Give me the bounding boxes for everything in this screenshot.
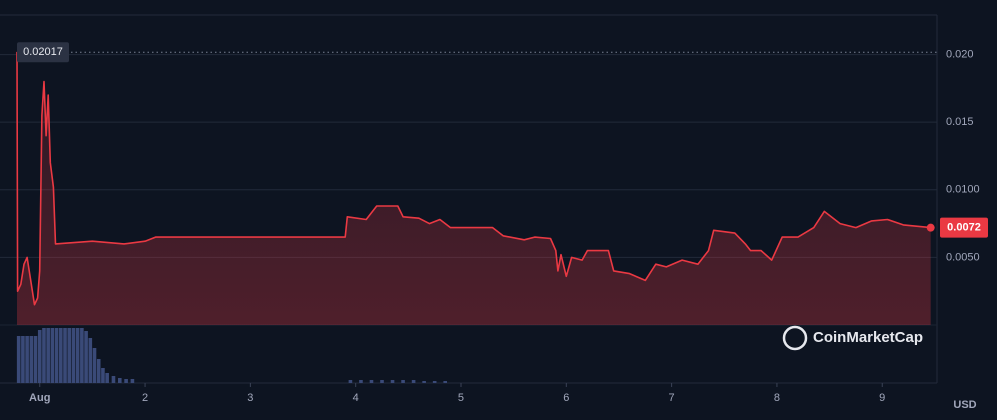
volume-bar: [124, 379, 128, 383]
watermark: CoinMarketCap: [782, 325, 923, 351]
last-label: 0.0072: [947, 222, 981, 234]
watermark-logo: [782, 325, 808, 351]
volume-bar: [50, 328, 55, 383]
volume-bar: [63, 328, 67, 383]
volume-bar: [359, 380, 363, 383]
volume-bar: [71, 328, 76, 383]
volume-bar: [401, 380, 405, 383]
volume-bar: [411, 380, 416, 383]
volume-bar: [369, 380, 374, 383]
volume-bar: [46, 328, 50, 383]
x-tick-label: 2: [142, 392, 148, 404]
y-tick-label: 0.0050: [946, 251, 980, 263]
max-label-box: [17, 42, 69, 63]
x-tick-label: 7: [669, 392, 675, 404]
y-tick-label: 0.020: [946, 48, 974, 60]
volume-bar: [432, 381, 437, 383]
volume-bar: [443, 381, 447, 383]
volume-bar: [42, 328, 46, 383]
volume-bar: [37, 330, 42, 383]
volume-bar: [80, 328, 84, 383]
volume-bar: [67, 328, 72, 383]
volume-bar: [422, 381, 426, 383]
volume-bar: [96, 359, 101, 383]
volume-bar: [390, 380, 395, 383]
volume-bar: [117, 378, 122, 383]
volume-bar: [75, 328, 80, 383]
volume-bar: [16, 336, 21, 383]
volume-bar: [105, 373, 109, 383]
volume-bar: [92, 348, 97, 383]
last-dot: [926, 223, 935, 232]
volume-bar: [84, 331, 88, 383]
watermark-text: CoinMarketCap: [813, 329, 923, 346]
currency-label: USD: [953, 399, 976, 411]
volume-bar: [21, 336, 25, 383]
volume-bar: [101, 368, 105, 383]
volume-bar: [111, 376, 116, 383]
volume-bar: [380, 380, 384, 383]
x-tick-label: 8: [774, 392, 780, 404]
y-tick-label: 0.015: [946, 116, 974, 128]
volume-bar: [59, 328, 63, 383]
x-tick-label: 5: [458, 392, 464, 404]
x-tick-label: 3: [247, 392, 253, 404]
volume-bar: [88, 338, 93, 383]
max-label: 0.02017: [23, 46, 63, 58]
y-tick-label: 0.0100: [946, 184, 980, 196]
price-area: [17, 51, 931, 326]
volume-bar: [29, 336, 34, 383]
x-tick-label: 6: [563, 392, 569, 404]
x-tick-label: 9: [879, 392, 885, 404]
volume-bar: [348, 380, 353, 383]
volume-bar: [25, 336, 29, 383]
last-label-box: [940, 217, 988, 238]
x-tick-label: 4: [353, 392, 359, 404]
x-tick-label: Aug: [29, 392, 50, 404]
volume-bar: [54, 328, 59, 383]
volume-bar: [33, 336, 38, 383]
volume-bar: [130, 379, 135, 383]
price-line: [16, 51, 931, 306]
